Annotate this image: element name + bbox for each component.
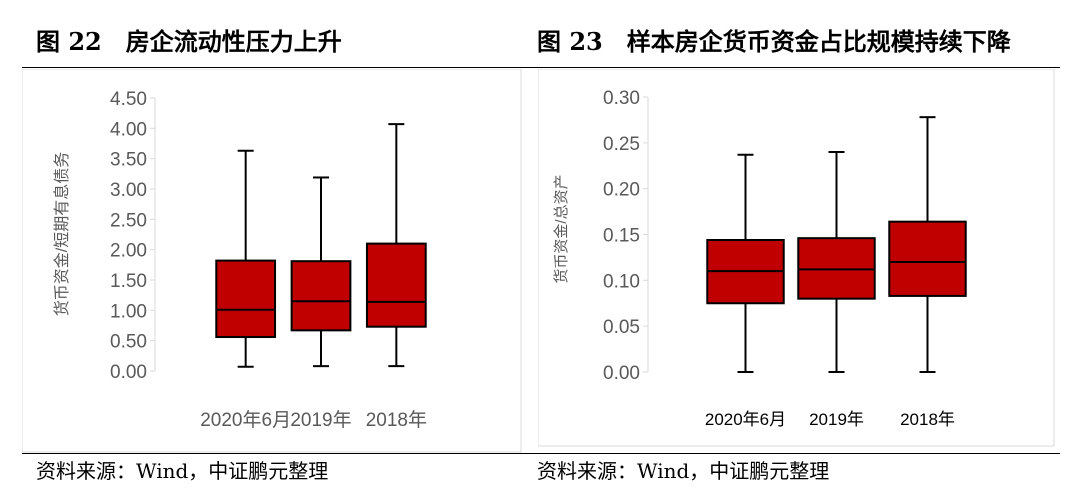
y-tick-label: 0.05 bbox=[603, 317, 640, 338]
y-tick-label: 3.50 bbox=[110, 150, 147, 171]
source-rule-left bbox=[22, 453, 522, 454]
y-tick-label: 1.50 bbox=[110, 271, 147, 292]
figure-22-title: 图 22 房企流动性压力上升 bbox=[36, 27, 342, 56]
chart-liquidity-pressure: 0.00 0.50 1.00 1.50 2.00 2.50 3.00 3.50 4.00 4.50… bbox=[21, 68, 522, 453]
title-rule-left bbox=[22, 67, 522, 68]
box-iqr bbox=[365, 242, 427, 328]
y-tick-label: 0.30 bbox=[603, 88, 640, 109]
y-tick-label: 2.00 bbox=[110, 241, 147, 262]
category-label: 2020年6月 bbox=[705, 410, 786, 429]
boxplot-right: 0.00 0.05 0.10 0.15 0.20 0.25 0.30 货币资金/总资产 2020… bbox=[537, 68, 1055, 447]
y-tick-label: 4.50 bbox=[110, 89, 147, 110]
y-tick-label: 2.50 bbox=[110, 210, 147, 231]
category-label: 2018年 bbox=[366, 409, 427, 431]
y-tick-label: 4.00 bbox=[110, 119, 147, 140]
category-label: 2018年 bbox=[900, 410, 955, 429]
y-tick-label: 0.50 bbox=[110, 332, 147, 353]
y-axis-label: 货币资金/总资产 bbox=[553, 174, 570, 283]
y-axis-label: 货币资金/短期有息债务 bbox=[53, 152, 71, 316]
category-label: 2019年 bbox=[809, 410, 864, 429]
y-tick-label: 0.00 bbox=[603, 363, 640, 384]
y-tick-label: 0.25 bbox=[603, 134, 640, 155]
chart-frame bbox=[537, 68, 1055, 447]
title-rule-right bbox=[522, 67, 1060, 68]
source-note-left: 资料来源：Wind，中证鹏元整理 bbox=[36, 459, 329, 483]
y-tick-label: 0.15 bbox=[603, 226, 640, 247]
category-label: 2020年6月 bbox=[200, 409, 291, 431]
box-iqr bbox=[888, 220, 967, 297]
figure-23-title: 图 23 样本房企货币资金占比规模持续下降 bbox=[537, 27, 1011, 56]
box-iqr bbox=[290, 260, 352, 332]
category-label: 2019年 bbox=[290, 409, 351, 431]
chart-cash-ratio: 0.00 0.05 0.10 0.15 0.20 0.25 0.30 货币资金/总资产 2020… bbox=[537, 68, 1055, 447]
y-tick-label: 0.00 bbox=[110, 362, 147, 383]
y-tick-label: 0.20 bbox=[603, 180, 640, 201]
y-tick-label: 1.00 bbox=[110, 301, 147, 322]
boxplot-left: 0.00 0.50 1.00 1.50 2.00 2.50 3.00 3.50 4.00 4.50… bbox=[21, 68, 522, 453]
source-rule-right bbox=[522, 453, 1060, 454]
y-tick-label: 0.10 bbox=[603, 271, 640, 292]
source-note-right: 资料来源：Wind，中证鹏元整理 bbox=[537, 459, 830, 483]
box-iqr bbox=[215, 259, 277, 339]
y-tick-label: 3.00 bbox=[110, 180, 147, 201]
